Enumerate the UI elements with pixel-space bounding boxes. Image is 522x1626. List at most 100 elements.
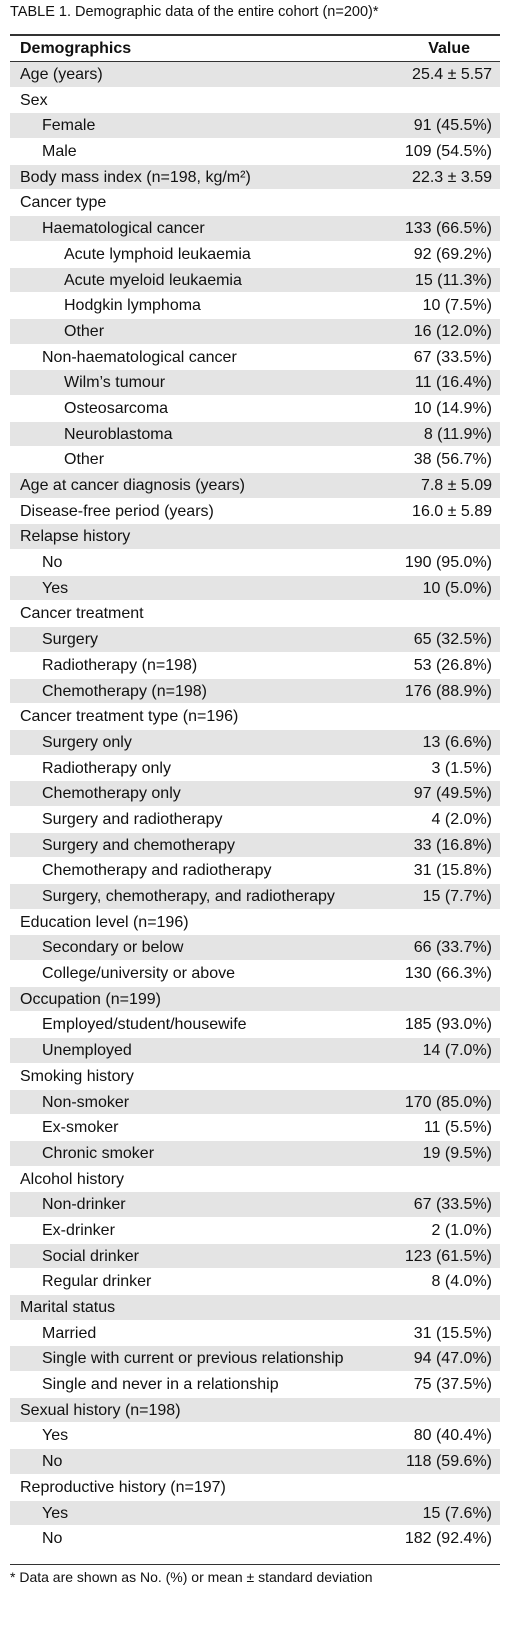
table-row: Neuroblastoma 8 (11.9%) [10, 421, 500, 448]
table-row: Surgery only 13 (6.6%) [10, 729, 500, 756]
row-label: Secondary or below [42, 939, 184, 957]
row-value: 8 (4.0%) [431, 1273, 492, 1291]
table-row: Regular drinker 8 (4.0%) [10, 1269, 500, 1295]
row-value: 11 (5.5%) [423, 1119, 492, 1137]
row-label: No [42, 1453, 63, 1471]
row-label: No [42, 554, 63, 572]
row-label: Age at cancer diagnosis (years) [20, 477, 245, 494]
table-row: Age at cancer diagnosis (years) 7.8 ± 5.0… [10, 473, 500, 499]
row-label: Radiotherapy only [42, 759, 171, 777]
table-row: Single and never in a relationship 75 (37… [10, 1372, 500, 1398]
table-row: Radiotherapy (n=198) 53 (26.8%) [10, 653, 500, 679]
row-value: 15 (7.7%) [422, 888, 492, 905]
row-label: Body mass index (n=198, kg/m²) [20, 168, 251, 186]
table-row: Occupation (n=199) [10, 986, 500, 1013]
table-row: Ex-smoker 11 (5.5%) [10, 1115, 500, 1141]
table: Demographics Value Age (years) 25.4 ± 5.5… [10, 34, 500, 1552]
table-row: Social drinker 123 (61.5%) [10, 1243, 500, 1270]
row-label: Haematological cancer [42, 220, 205, 238]
row-value: 19 (9.5%) [422, 1144, 492, 1162]
row-value: 65 (32.5%) [413, 631, 492, 649]
row-label: Employed/student/housewife [42, 1016, 247, 1034]
table-row: Non-haematological cancer 67 (33.5%) [10, 345, 500, 371]
row-value: 25.4 ± 5.57 [412, 66, 492, 83]
row-label: Sexual history (n=198) [20, 1401, 181, 1419]
table-row: No 190 (95.0%) [10, 550, 500, 576]
table-row: Relapse history [10, 524, 500, 551]
table-row: Surgery and chemotherapy 33 (16.8%) [10, 832, 500, 859]
table-row: Other 16 (12.0%) [10, 318, 500, 345]
row-label: Wilm’s tumour [64, 374, 166, 392]
table-row: Non-smoker 170 (85.0%) [10, 1089, 500, 1116]
row-label: Reproductive history (n=197) [20, 1478, 226, 1496]
table-row: Cancer treatment [10, 601, 500, 628]
row-value: 118 (59.6%) [406, 1453, 492, 1471]
row-label: Radiotherapy (n=198) [42, 656, 198, 674]
row-label: Yes [42, 1504, 69, 1522]
row-label: Cancer type [20, 194, 107, 212]
row-value: 15 (11.3%) [414, 271, 492, 289]
table-row: Reproductive history (n=197) [10, 1475, 500, 1501]
row-label: Single with current or previous relation… [42, 1350, 344, 1368]
row-label: Social drinker [42, 1247, 139, 1265]
row-value: 75 (37.5%) [413, 1376, 492, 1394]
table-row: Non-drinker 67 (33.5%) [10, 1192, 500, 1218]
row-value: 22.3 ± 3.59 [412, 168, 492, 186]
row-value: 31 (15.8%) [413, 862, 492, 880]
table-row: Education level (n=196) [10, 910, 500, 936]
table-row: Ex-drinker 2 (1.0%) [10, 1218, 500, 1244]
row-label: Sex [20, 91, 48, 109]
row-label: Non-haematological cancer [42, 348, 237, 366]
row-label: Surgery and radiotherapy [42, 810, 223, 828]
table-row: Male 109 (54.5%) [10, 139, 500, 165]
row-value: 133 (66.5%) [404, 220, 492, 238]
table-row: Alcohol history [10, 1167, 500, 1193]
row-label: Female [42, 117, 96, 135]
row-value: 170 (85.0%) [404, 1093, 492, 1111]
row-label: Osteosarcoma [64, 399, 169, 417]
row-value: 10 (5.0%) [422, 579, 492, 597]
row-label: Married [42, 1324, 97, 1342]
row-label: Hodgkin lymphoma [64, 297, 201, 315]
row-value: 2 (1.0%) [431, 1221, 492, 1239]
row-label: Disease-free period (years) [20, 502, 214, 520]
table-row: Sexual history (n=198) [10, 1397, 500, 1424]
table-row: Female 91 (45.5%) [10, 113, 500, 140]
row-value: 67 (33.5%) [413, 348, 492, 366]
row-label: Single and never in a relationship [42, 1376, 279, 1394]
row-value: 80 (40.4%) [413, 1427, 492, 1445]
row-label: Surgery only [42, 733, 132, 751]
table-row: Wilm’s tumour 11 (16.4%) [10, 370, 500, 396]
row-label: Alcohol history [20, 1170, 125, 1188]
row-value: 185 (93.0%) [404, 1016, 492, 1034]
row-label: Male [42, 143, 77, 161]
row-value: 33 (16.8%) [413, 836, 492, 854]
table-row: Other 38 (56.7%) [10, 447, 500, 473]
table-row: No 182 (92.4%) [10, 1526, 500, 1552]
row-label: Yes [42, 1427, 69, 1445]
row-value: 14 (7.0%) [422, 1042, 492, 1060]
row-label: Cancer treatment type (n=196) [20, 708, 239, 726]
row-label: No [42, 1530, 63, 1548]
row-label: Education level (n=196) [20, 913, 189, 931]
row-value: 109 (54.5%) [404, 143, 492, 161]
row-label: Ex-drinker [42, 1221, 115, 1239]
row-value: 67 (33.5%) [413, 1196, 492, 1214]
row-value: 190 (95.0%) [404, 554, 492, 572]
row-label: Smoking history [20, 1067, 134, 1085]
table-row: Smoking history [10, 1064, 500, 1090]
header-cell: Value [428, 40, 470, 57]
table-row: Chemotherapy only 97 (49.5%) [10, 781, 500, 807]
row-value: 97 (49.5%) [413, 785, 492, 803]
table-row: Yes 15 (7.6%) [10, 1500, 500, 1527]
table-row: Cancer type [10, 190, 500, 217]
row-label: Chronic smoker [42, 1144, 155, 1162]
table-row: No 118 (59.6%) [10, 1449, 500, 1475]
row-value: 92 (69.2%) [413, 245, 492, 263]
table-row: Acute lymphoid leukaemia 92 (69.2%) [10, 242, 500, 268]
row-value: 123 (61.5%) [404, 1247, 492, 1265]
row-label: Chemotherapy (n=198) [42, 682, 207, 700]
table-row: Secondary or below 66 (33.7%) [10, 935, 500, 962]
row-value: 10 (14.9%) [413, 399, 492, 417]
row-value: 38 (56.7%) [413, 451, 492, 469]
